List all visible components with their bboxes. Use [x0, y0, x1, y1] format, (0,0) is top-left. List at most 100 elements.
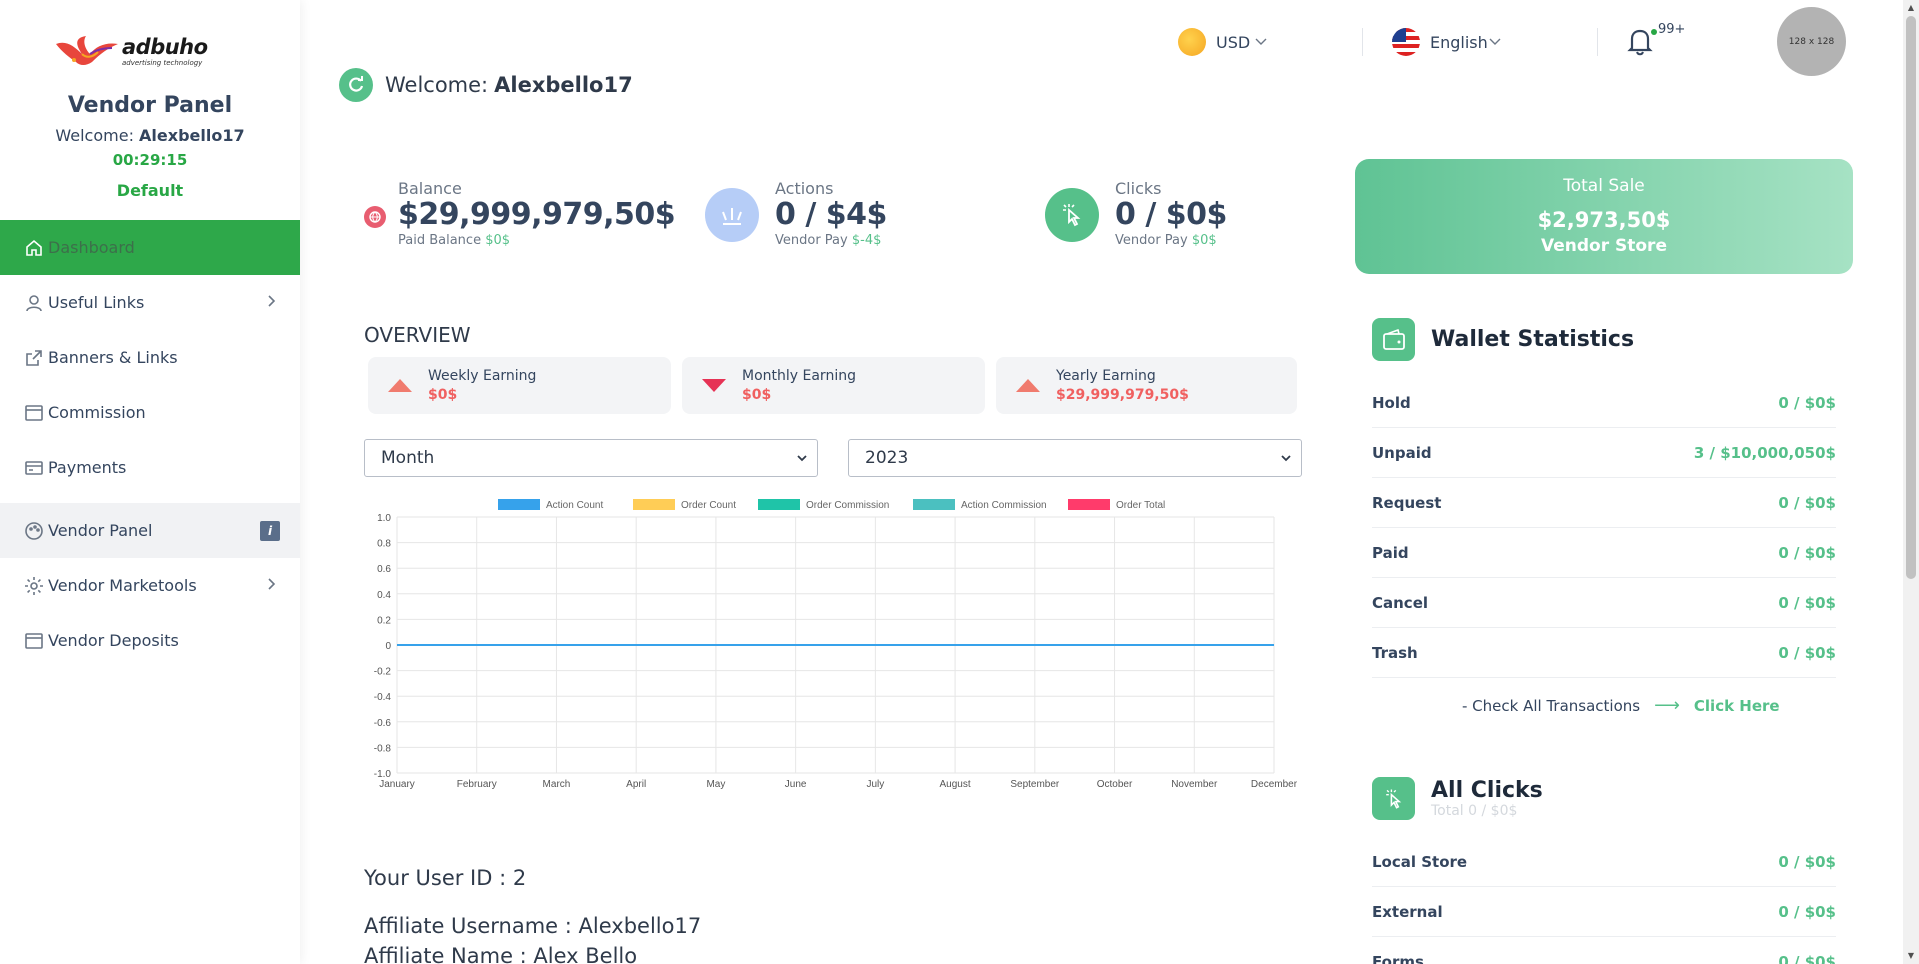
card-icon	[25, 460, 43, 475]
x-tick-label: April	[626, 779, 646, 790]
sidebar-item-commission[interactable]: Commission	[0, 385, 300, 440]
sidebar-item-label: Dashboard	[48, 238, 135, 257]
legend-swatch	[633, 499, 675, 510]
sidebar-item-label: Payments	[48, 458, 127, 477]
stat-row: Unpaid 3 / $10,000,050$	[1372, 428, 1836, 478]
actions-vendor-pay-value: $-4$	[851, 233, 882, 248]
balance-sub: Paid Balance $0$	[398, 232, 675, 250]
sidebar-nav: Dashboard Useful Links Banners & Links C…	[0, 220, 300, 668]
session-timer: 00:29:15	[112, 151, 188, 169]
legend-label: Order Total	[1116, 500, 1165, 511]
welcome-username: Alexbello17	[494, 73, 633, 97]
refresh-icon[interactable]	[339, 68, 373, 102]
y-tick-label: -0.8	[374, 743, 392, 754]
period-select-value: Month	[381, 448, 435, 468]
stat-row: Forms 0 / $0$	[1372, 937, 1836, 964]
balance-value: $29,999,979,50$	[398, 197, 676, 232]
scroll-up-icon[interactable]: ▲	[1907, 3, 1915, 12]
check-transactions-text: - Check All Transactions	[1462, 696, 1641, 715]
sidebar-item-label: Banners & Links	[48, 348, 178, 367]
total-sale-value: $2,973,50$	[1537, 208, 1671, 232]
x-tick-label: November	[1171, 779, 1218, 790]
legend-label: Action Commission	[961, 500, 1047, 511]
balance-label: Balance	[398, 179, 462, 198]
y-tick-label: -1.0	[374, 769, 392, 780]
wallet-title: Wallet Statistics	[1431, 327, 1635, 352]
sidebar-item-vendor-panel[interactable]: Vendor Panel i	[0, 503, 300, 558]
yearly-earning-card: Yearly Earning $29,999,979,50$	[996, 357, 1297, 414]
sidebar-item-banners-links[interactable]: Banners & Links	[0, 330, 300, 385]
year-select[interactable]: 2023	[848, 439, 1302, 477]
clicks-stat: Clicks 0 / $0$ Vendor Pay $0$	[1045, 180, 1227, 250]
period-select[interactable]: Month	[364, 439, 818, 477]
currency-selector[interactable]: USD	[1178, 28, 1268, 56]
brand-name: adbuho	[122, 35, 208, 59]
check-transactions: - Check All Transactions ⟶ Click Here	[1462, 695, 1780, 716]
welcome-prefix: Welcome:	[385, 73, 489, 97]
chevron-down-icon	[1489, 38, 1501, 45]
y-tick-label: 0.2	[377, 615, 391, 626]
wallet-statistics-header: Wallet Statistics	[1372, 318, 1634, 361]
window-icon	[25, 632, 43, 649]
monthly-earning-card: Monthly Earning $0$	[682, 357, 985, 414]
wallet-icon	[1372, 318, 1415, 361]
sidebar-item-payments[interactable]: Payments	[0, 440, 300, 495]
coin-icon	[1178, 28, 1206, 56]
sidebar-item-vendor-marketools[interactable]: Vendor Marketools	[0, 558, 300, 613]
sidebar-item-dashboard[interactable]: Dashboard	[0, 220, 300, 275]
sidebar-item-useful-links[interactable]: Useful Links	[0, 275, 300, 330]
overview-title: OVERVIEW	[364, 323, 471, 347]
stat-row: Trash 0 / $0$	[1372, 628, 1836, 678]
stat-row: Local Store 0 / $0$	[1372, 837, 1836, 887]
overview-chart: Action Count Order Count Order Commission A…	[374, 499, 1298, 790]
sidebar-item-label: Vendor Deposits	[48, 631, 179, 650]
earning-label: Weekly Earning	[428, 368, 537, 384]
bell-icon[interactable]	[1623, 24, 1657, 58]
earning-value: $0$	[742, 387, 772, 403]
y-tick-label: -0.4	[374, 692, 392, 703]
info-badge[interactable]: i	[260, 521, 280, 541]
stat-row-label: Trash	[1372, 643, 1418, 662]
sidebar-item-label: Useful Links	[48, 293, 145, 312]
all-clicks-title: All Clicks	[1431, 777, 1543, 803]
click-here-link[interactable]: Click Here	[1693, 696, 1780, 715]
stat-row-value: 0 / $0$	[1778, 543, 1836, 562]
language-label: English	[1430, 32, 1488, 52]
panel-title: Vendor Panel	[67, 93, 233, 118]
sidebar: adbuho advertising technology Vendor Pan…	[0, 0, 300, 964]
stat-row: Hold 0 / $0$	[1372, 378, 1836, 428]
total-sale-title: Total Sale	[1563, 176, 1645, 196]
sidebar-item-label: Vendor Marketools	[48, 576, 197, 595]
panel-welcome: Welcome: Alexbello17	[0, 126, 300, 145]
divider	[1597, 28, 1598, 56]
scrollbar-thumb[interactable]	[1906, 16, 1916, 579]
avatar[interactable]: 128 x 128	[1777, 7, 1846, 76]
page-welcome: Welcome: Alexbello17	[339, 68, 633, 102]
earning-label: Yearly Earning	[1056, 368, 1156, 384]
sidebar-item-vendor-deposits[interactable]: Vendor Deposits	[0, 613, 300, 668]
x-tick-label: February	[457, 779, 497, 790]
paid-balance-label: Paid Balance	[398, 233, 482, 248]
legend-swatch	[1068, 499, 1110, 510]
stat-row-label: Local Store	[1372, 852, 1468, 871]
language-selector[interactable]: English	[1392, 28, 1502, 56]
legend-label: Action Count	[546, 500, 603, 511]
stat-row-label: Cancel	[1372, 593, 1429, 612]
clicks-vendor-pay-value: $0$	[1191, 233, 1217, 248]
divider	[1362, 28, 1363, 56]
brand-logo[interactable]: adbuho advertising technology	[52, 30, 222, 74]
chevron-down-icon	[797, 455, 807, 462]
year-select-value: 2023	[865, 448, 909, 468]
total-sale-subtitle: Vendor Store	[1541, 236, 1667, 256]
click-pointer-icon	[1045, 188, 1099, 242]
x-tick-label: December	[1251, 779, 1298, 790]
scroll-down-icon[interactable]: ▼	[1907, 951, 1915, 960]
legend-swatch	[498, 499, 540, 510]
sidebar-item-label: Vendor Panel	[48, 521, 153, 540]
home-icon	[26, 239, 42, 256]
user-id: Your User ID : 2	[364, 866, 527, 890]
clicks-vendor-pay-label: Vendor Pay	[1115, 233, 1188, 248]
trend-down-icon	[702, 379, 726, 392]
balance-stat: Balance $29,999,979,50$ Paid Balance $0$	[364, 179, 676, 250]
stat-row-label: External	[1372, 902, 1443, 921]
